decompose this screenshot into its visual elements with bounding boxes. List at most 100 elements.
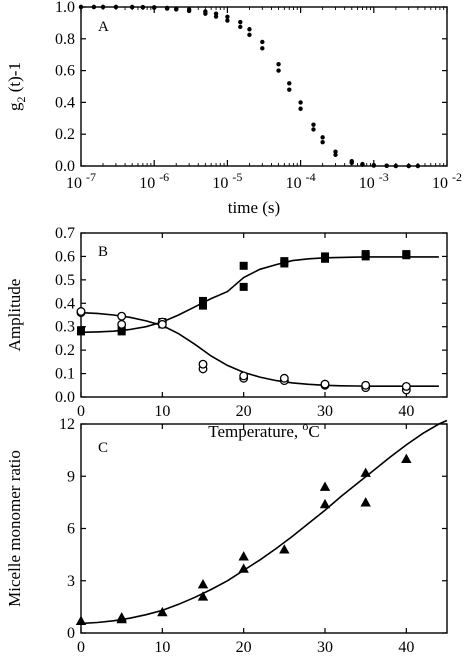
data-point	[78, 4, 84, 10]
data-point	[311, 122, 316, 127]
y-tick-label: 0.4	[55, 295, 75, 312]
x-tick-label: 10 -7	[66, 170, 96, 192]
data-point	[311, 127, 316, 132]
data-point	[280, 257, 289, 266]
data-point	[320, 379, 330, 389]
data-point	[186, 8, 192, 14]
data-point	[349, 160, 354, 166]
data-point	[319, 481, 331, 491]
y-axis-label: Micelle monomer ratio	[5, 450, 24, 607]
x-tick-label: 10	[154, 639, 170, 656]
data-point	[361, 380, 371, 390]
data-point	[75, 615, 87, 625]
x-axis-label: time (s)	[228, 198, 280, 217]
data-point	[239, 371, 249, 381]
data-point	[384, 163, 389, 169]
data-point	[238, 551, 249, 561]
data-point	[199, 301, 207, 310]
y-axis-label: Amplitude	[5, 279, 24, 352]
y-tick-label: 1.0	[55, 0, 75, 16]
x-tick-label: 10 -3	[359, 170, 389, 192]
y-tick-label: 0.2	[55, 126, 75, 143]
panel-c: 0 3 6 9 12 0 10 20 30 40 C Temperature, oC Micelle m…	[5, 416, 448, 660]
data-point	[360, 162, 365, 167]
fit-curve	[80, 311, 439, 388]
y-tick-label: 0.7	[55, 225, 75, 242]
data-point	[198, 359, 208, 369]
data-point	[402, 250, 411, 259]
data-point	[199, 296, 207, 305]
data-point	[239, 261, 248, 270]
y-tick-label: 12	[59, 416, 75, 433]
data-point	[174, 7, 179, 12]
panel-label: B	[98, 244, 108, 260]
data-point	[333, 149, 338, 154]
y-tick-label: 0.4	[55, 94, 75, 111]
data-point	[91, 4, 97, 10]
y-tick-label: 0.2	[55, 342, 75, 359]
x-tick-label: 10 -6	[139, 170, 169, 192]
plot-frame	[80, 6, 448, 167]
data-point	[276, 68, 281, 73]
data-point	[117, 311, 127, 321]
data-point	[117, 325, 126, 334]
y-tick-label: 0.1	[55, 366, 75, 383]
x-tick-label: 30	[317, 639, 333, 656]
data-point	[260, 39, 265, 45]
data-point	[393, 163, 399, 169]
y-axis-label: g2 (t)-1	[5, 62, 28, 111]
data-point	[129, 4, 135, 10]
x-tick-label: 40	[398, 403, 414, 420]
panel-label: C	[98, 440, 108, 456]
data-point	[238, 24, 243, 30]
x-tick-label: 20	[236, 639, 252, 656]
x-tick-label: 30	[317, 403, 333, 420]
y-tick-label: 0	[67, 625, 75, 642]
data-point	[116, 612, 127, 622]
y-tick-label: 6	[67, 521, 75, 538]
data-point	[406, 163, 411, 169]
panel-a: 0.0 0.2 0.4 0.6 0.8 1.0 10 -7 10 -6 10 -5 10 -4 10…	[5, 0, 462, 217]
data-point	[225, 14, 230, 20]
data-point	[197, 591, 209, 601]
y-tick-label: 9	[67, 468, 75, 485]
data-point	[319, 498, 331, 509]
data-point	[298, 106, 303, 111]
x-tick-label: 20	[236, 403, 252, 420]
data-point	[247, 27, 252, 32]
data-point	[213, 14, 219, 19]
data-point	[321, 252, 329, 261]
x-tick-label: 40	[398, 639, 414, 656]
data-point	[333, 152, 338, 158]
data-point	[361, 252, 370, 261]
data-point	[279, 373, 289, 383]
data-point	[401, 382, 411, 391]
data-point	[360, 467, 371, 477]
data-point	[238, 563, 249, 573]
panel-label: A	[98, 19, 109, 35]
x-tick-label: 0	[77, 403, 85, 420]
data-point	[287, 81, 292, 86]
data-point	[113, 4, 119, 10]
x-axis-label: Temperature, oC	[208, 419, 320, 441]
data-point	[157, 319, 167, 329]
data-point	[239, 282, 248, 291]
data-point	[320, 139, 325, 145]
y-tick-label: 0.6	[55, 248, 75, 265]
y-tick-label: 0.8	[55, 31, 75, 48]
data-point	[197, 579, 209, 589]
data-point	[117, 319, 127, 329]
data-point	[203, 11, 208, 16]
x-tick-label: 10 -4	[286, 170, 316, 192]
x-tick-label: 10 -2	[432, 170, 462, 192]
x-tick-label: 0	[77, 639, 85, 656]
panel-b: 0.0 0.1 0.2 0.3 0.4 0.5 0.6 0.7 0 10 20 30 40 B Temper…	[5, 225, 448, 441]
data-point	[157, 606, 168, 617]
data-point	[287, 87, 292, 92]
data-point	[298, 100, 303, 105]
data-point	[415, 163, 421, 169]
x-tick-label: 10	[154, 403, 170, 420]
data-point	[164, 6, 170, 11]
data-point	[371, 163, 376, 168]
